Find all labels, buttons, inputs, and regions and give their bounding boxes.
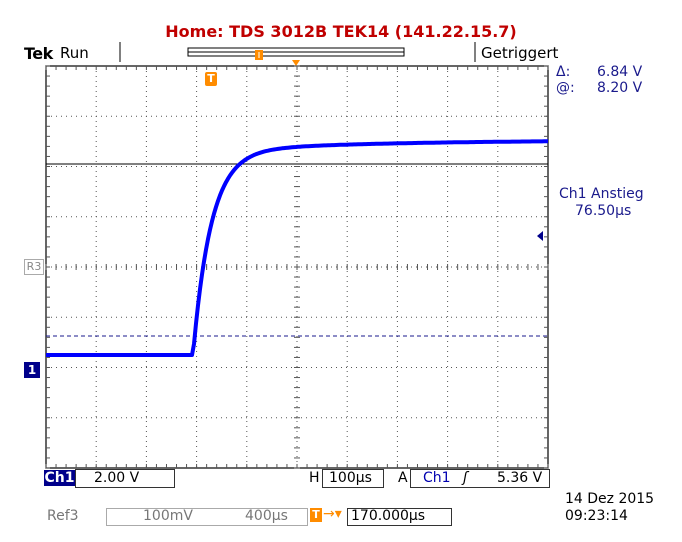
measurement-name: Ch1 Anstieg bbox=[559, 186, 644, 202]
trigger-slope-icon: ʃ bbox=[463, 470, 468, 486]
delay-arrow-icon: →▾ bbox=[323, 506, 342, 522]
time-label: 09:23:14 bbox=[565, 508, 628, 524]
ref3-vscale: 100mV bbox=[143, 508, 193, 524]
ch1-tag[interactable]: Ch1 bbox=[44, 470, 75, 486]
delay-value: 170.000µs bbox=[351, 508, 426, 524]
delay-box[interactable]: 170.000µs bbox=[347, 508, 452, 526]
delay-t-icon: T bbox=[310, 508, 322, 522]
ref3-scale-box[interactable]: 100mV 400µs bbox=[106, 508, 308, 526]
ch1-scale: 2.00 V bbox=[94, 470, 140, 486]
ref3-marker[interactable]: R3 bbox=[24, 259, 44, 275]
graticule-grid bbox=[45, 65, 549, 469]
horizontal-label: H bbox=[309, 470, 320, 486]
date-label: 14 Dez 2015 bbox=[565, 491, 655, 507]
ch1-ground-marker[interactable]: 1 bbox=[24, 362, 40, 378]
brand-logo: Tek bbox=[24, 44, 53, 63]
trigger-a-label: A bbox=[398, 470, 408, 486]
record-position-bar bbox=[119, 42, 476, 66]
ch1-waveform bbox=[46, 139, 548, 357]
trigger-source: Ch1 bbox=[423, 470, 451, 486]
cursor-delta-value: 6.84 V bbox=[597, 64, 643, 80]
trigger-state-label: Getriggert bbox=[481, 44, 559, 62]
horizontal-scale: 100µs bbox=[329, 470, 372, 486]
trigger-level-arrow bbox=[537, 231, 543, 241]
trigger-box[interactable]: Ch1 ʃ 5.36 V bbox=[410, 469, 550, 488]
window-title: Home: TDS 3012B TEK14 (141.22.15.7) bbox=[165, 22, 517, 41]
ch1-scale-box[interactable]: 2.00 V bbox=[75, 469, 175, 488]
cursor-delta-label: Δ: bbox=[556, 64, 571, 80]
trigger-level: 5.36 V bbox=[497, 470, 543, 486]
trigger-position-marker[interactable]: T bbox=[205, 72, 217, 86]
cursor-at-label: @: bbox=[556, 80, 575, 96]
ref3-hscale: 400µs bbox=[245, 508, 288, 524]
run-state-label: Run bbox=[60, 44, 89, 62]
measurement-value: 76.50µs bbox=[575, 203, 632, 219]
ref3-label: Ref3 bbox=[47, 508, 79, 524]
cursor-at-value: 8.20 V bbox=[597, 80, 643, 96]
horizontal-scale-box[interactable]: 100µs bbox=[322, 469, 384, 488]
